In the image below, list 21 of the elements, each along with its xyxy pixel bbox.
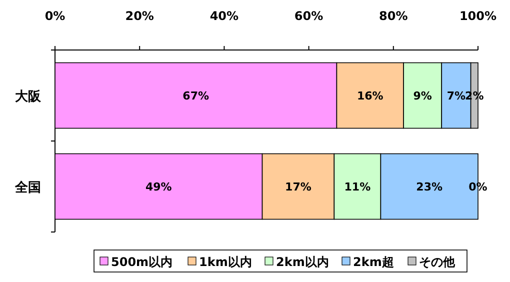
legend-label: その他 [419, 255, 456, 269]
data-label: 16% [356, 90, 384, 102]
x-tick-label: 0% [44, 9, 66, 23]
data-label: 67% [182, 90, 210, 102]
data-label: 23% [416, 180, 443, 194]
data-label: 11% [344, 180, 371, 194]
x-tick-label: 100% [459, 9, 497, 23]
data-label: 9% [413, 90, 432, 102]
legend-label: 1km以内 [199, 255, 252, 269]
x-tick-label: 80% [379, 9, 408, 23]
legend-label: 500m以内 [111, 255, 173, 269]
data-label: 49% [145, 180, 172, 194]
legend-label: 2km超 [353, 255, 394, 269]
legend-label: 2km以内 [276, 255, 329, 269]
data-label: 7% [446, 90, 466, 102]
x-tick-label: 40% [210, 9, 239, 23]
x-tick-label: 60% [294, 9, 324, 23]
data-label: 17% [285, 180, 312, 194]
y-tick-label: 大阪 [15, 90, 42, 104]
y-tick-label: 全国 [14, 180, 41, 196]
x-tick-label: 20% [125, 9, 154, 23]
